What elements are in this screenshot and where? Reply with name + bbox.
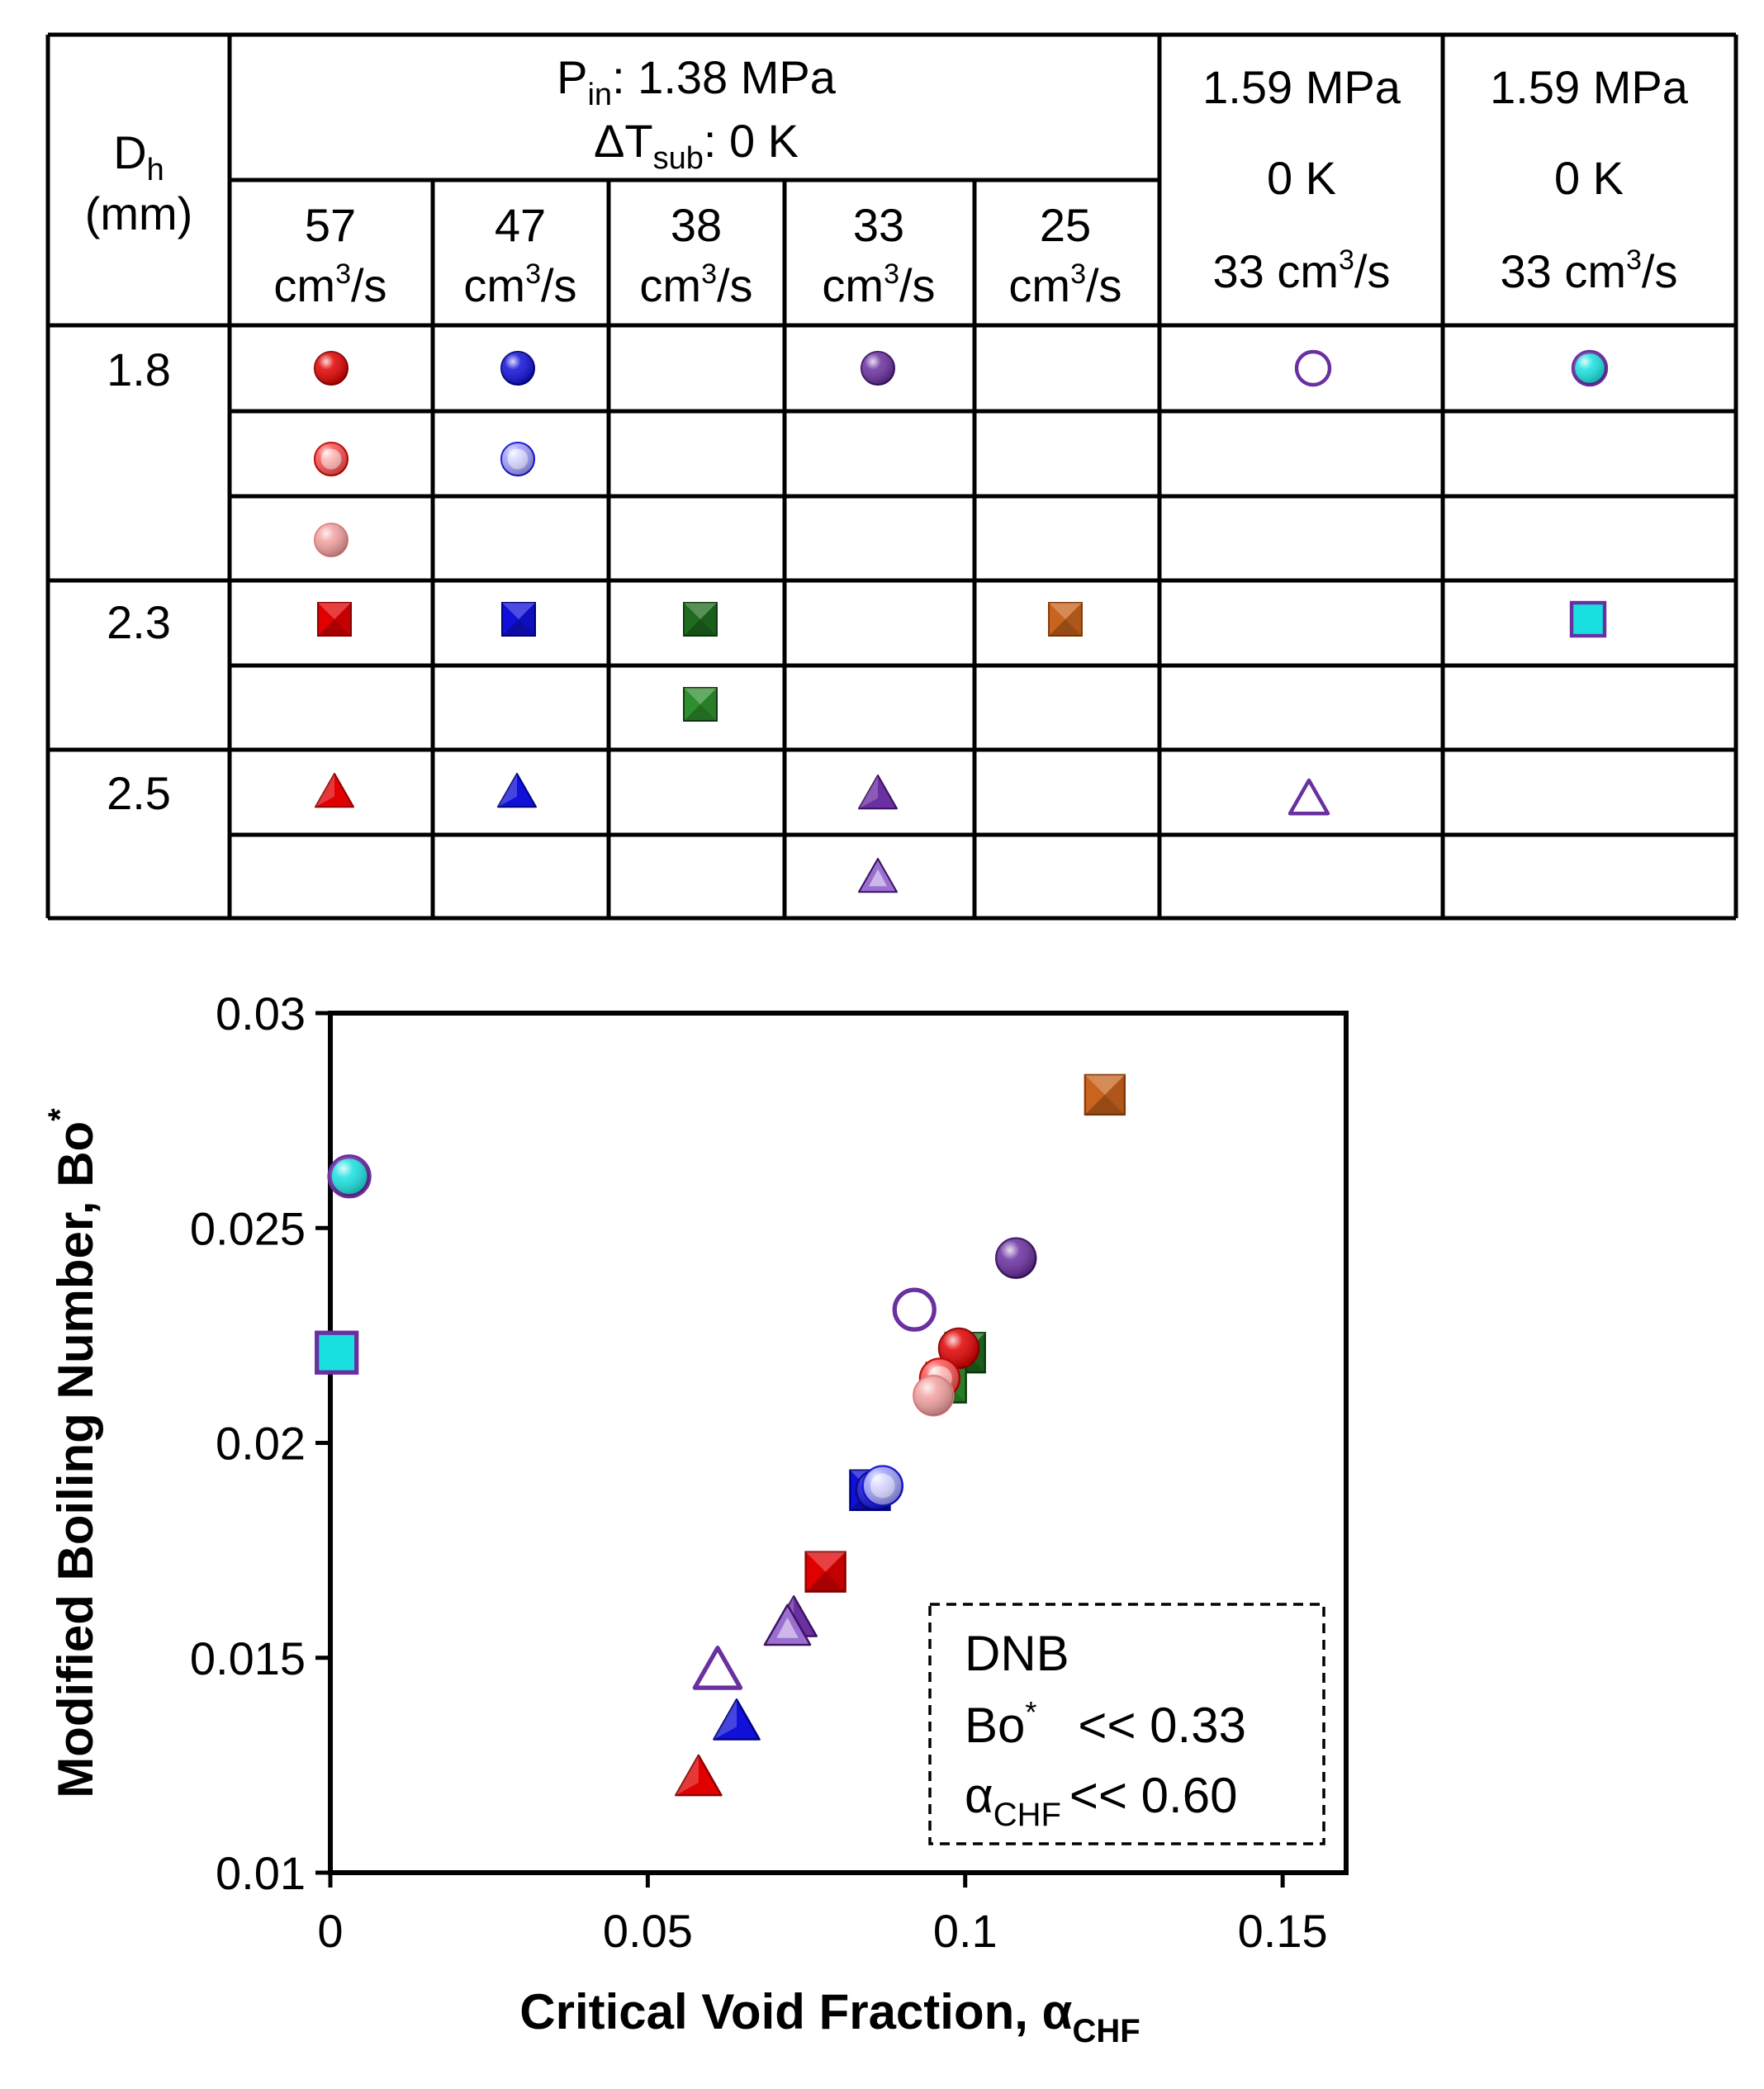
pressure-header: Pin: 1.38 MPa [557,51,837,112]
y-tick-label: 0.025 [190,1202,306,1254]
x-tick-label: 0.05 [603,1905,693,1957]
data-point [937,1327,980,1370]
legend-marker [1287,778,1330,816]
legend-marker [1048,602,1083,637]
flow-value: 33 [853,199,904,251]
data-point [763,1603,812,1646]
annotation-alpha-limit: αCHF << 0.60 [965,1768,1237,1833]
flow-unit: cm3/s [1008,258,1121,311]
flow-value: 38 [671,199,722,251]
flow-unit: cm3/s [822,258,935,311]
marker-legend-table: Dh (mm) Pin: 1.38 MPa ΔTsub: 0 K 57 cm3/… [45,32,1738,921]
y-axis: 0.01 0.015 0.02 0.025 0.03 [190,988,330,1899]
legend-marker [1294,349,1332,387]
flow-unit: cm3/s [639,258,752,311]
legend-marker [317,602,352,637]
flow-unit: cm3/s [273,258,386,311]
data-point [1084,1073,1126,1116]
data-points [315,1073,1126,1797]
pressure-value: 1.59 MPa [1490,61,1689,113]
y-tick-label: 0.015 [190,1632,306,1684]
legend-marker [314,351,349,386]
x-tick-label: 0.15 [1238,1905,1328,1957]
legend-marker [315,773,354,808]
annotation-bo-limit: Bo* << 0.33 [965,1695,1246,1753]
flow-value: 33 cm3/s [1501,244,1678,297]
data-point [675,1754,723,1797]
legend-marker [858,858,898,893]
legend-marker [861,351,895,386]
dh-header: Dh [113,126,164,187]
dh-value: 1.8 [107,343,171,396]
subcool-value: 0 K [1554,152,1624,204]
data-point [804,1551,846,1593]
flow-column-headers: 57 cm3/s 47 cm3/s 38 cm3/s 33 cm3/s 25 c… [273,199,1121,311]
legend-marker [501,602,536,637]
data-point [327,1154,372,1199]
legend-marker [497,773,537,808]
table-grid-lines [45,32,1738,921]
dh-value: 2.3 [107,596,171,648]
y-axis-label: Modified Boiling Number, Bo* [42,1108,103,1798]
annotation-title: DNB [965,1626,1069,1681]
flow-value: 57 [305,199,356,251]
x-tick-label: 0.1 [933,1905,998,1957]
legend-marker [500,351,535,386]
y-tick-label: 0.02 [216,1418,306,1470]
legend-marker [858,774,898,810]
legend-marker [1571,349,1609,387]
data-point [713,1698,761,1741]
flow-unit: cm3/s [463,258,576,311]
legend-marker [683,687,718,722]
legend-marker [500,442,535,476]
data-point [913,1375,955,1417]
data-point [861,1465,904,1507]
x-tick-label: 0 [317,1905,343,1957]
dnb-annotation-box: DNB Bo* << 0.33 αCHF << 0.60 [928,1603,1325,1845]
legend-marker [314,523,349,557]
dh-unit: (mm) [85,187,193,239]
subcool-value: 0 K [1267,152,1336,204]
flow-value: 33 cm3/s [1213,244,1391,297]
flow-value: 47 [495,199,546,251]
legend-markers [314,349,1609,893]
y-tick-label: 0.03 [216,988,306,1040]
dh-value: 2.5 [107,767,171,819]
pressure-value: 1.59 MPa [1202,61,1401,113]
legend-marker [314,442,349,476]
extra-condition-headers: 1.59 MPa 0 K 33 cm3/s 1.59 MPa 0 K 33 cm… [1202,61,1689,297]
data-point [315,1330,359,1375]
subcooling-header: ΔTsub: 0 K [594,115,799,176]
data-point [892,1287,937,1332]
y-tick-label: 0.01 [216,1847,306,1899]
flow-value: 25 [1040,199,1091,251]
x-axis-label: Critical Void Fraction, αCHF [519,1984,1140,2049]
data-point [692,1646,743,1690]
legend-marker [683,602,718,637]
x-axis: 0 0.05 0.1 0.15 [317,1873,1328,1957]
data-point [995,1237,1037,1279]
legend-marker [1569,600,1607,638]
annotation-border [928,1603,1325,1845]
scatter-plot: 0 0.05 0.1 0.15 0.01 0.015 0.02 0.025 0.03 Crit… [42,988,1349,2049]
